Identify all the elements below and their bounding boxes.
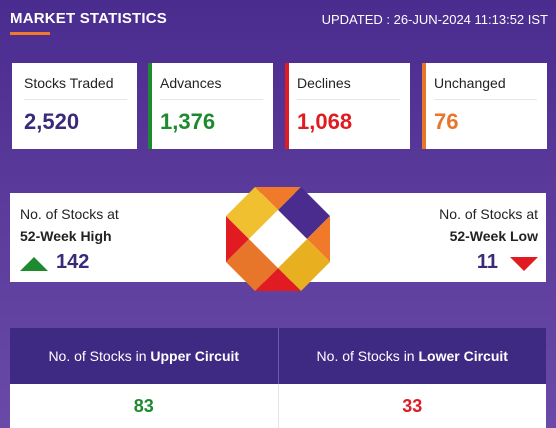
card-divider (434, 99, 537, 100)
card-stocks-traded: Stocks Traded 2,520 (12, 63, 137, 149)
week52-low-label: No. of Stocks at (439, 206, 538, 222)
upper-circuit-title: Upper Circuit (150, 348, 240, 364)
upper-circuit-prefix: No. of Stocks in (48, 348, 151, 364)
card-divider (160, 99, 263, 100)
circuit-header: No. of Stocks in Upper Circuit No. of St… (10, 328, 546, 384)
card-value: 2,520 (24, 109, 80, 134)
title-underline (10, 32, 50, 35)
card-declines: Declines 1,068 (285, 63, 410, 149)
card-unchanged: Unchanged 76 (422, 63, 547, 149)
updated-timestamp: UPDATED : 26-JUN-2024 11:13:52 IST (321, 12, 548, 27)
card-accent-bar (148, 63, 152, 149)
week52-high-block: No. of Stocks at 52-Week High 142 (20, 203, 119, 274)
week52-high-value: 142 (56, 251, 90, 273)
upper-circuit-header: No. of Stocks in Upper Circuit (10, 328, 278, 384)
page-title: MARKET STATISTICS (10, 10, 168, 27)
week52-low-value: 11 (476, 251, 498, 273)
card-label: Unchanged (434, 75, 506, 91)
triangle-down-icon (510, 257, 538, 272)
lower-circuit-header: No. of Stocks in Lower Circuit (277, 328, 547, 384)
week52-high-title: 52-Week High (20, 228, 112, 244)
triangle-up-icon (20, 257, 48, 272)
lower-circuit-prefix: No. of Stocks in (316, 348, 419, 364)
upper-circuit-value: 83 (133, 395, 154, 416)
card-label: Stocks Traded (24, 75, 114, 91)
circuit-values: 83 33 (10, 384, 546, 428)
week52-low-row: 11 (439, 251, 538, 274)
card-accent-bar (285, 63, 289, 149)
week52-low-title: 52-Week Low (449, 228, 538, 244)
week52-high-label: No. of Stocks at (20, 206, 119, 222)
card-value: 1,068 (297, 109, 353, 134)
card-label: Declines (297, 75, 351, 91)
card-label: Advances (160, 75, 222, 91)
card-divider (24, 99, 127, 100)
card-value: 1,376 (160, 109, 216, 134)
card-value: 76 (434, 109, 459, 134)
week52-high-row: 142 (20, 251, 119, 274)
octagon-logo (226, 187, 330, 291)
card-accent-bar (422, 63, 426, 149)
lower-circuit-value: 33 (277, 384, 547, 428)
lower-circuit-title: Lower Circuit (418, 348, 508, 364)
card-divider (297, 99, 400, 100)
card-advances: Advances 1,376 (148, 63, 273, 149)
week52-low-block: No. of Stocks at 52-Week Low 11 (439, 203, 538, 274)
